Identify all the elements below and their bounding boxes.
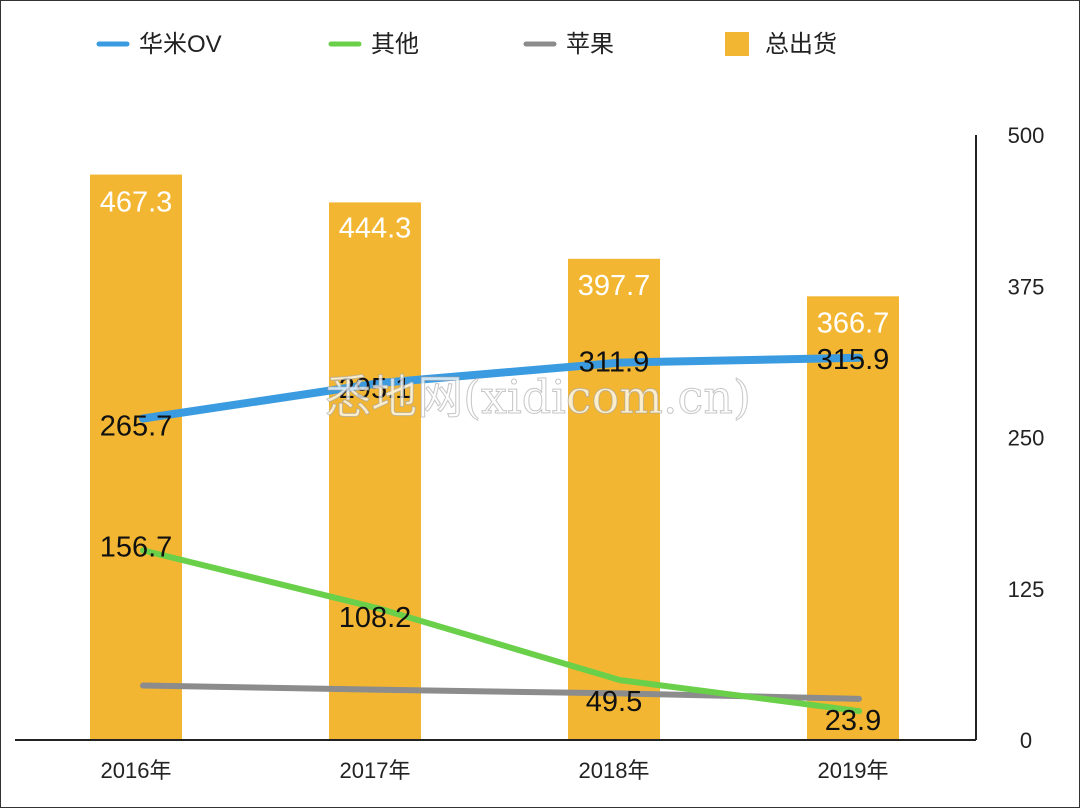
legend-label: 其他	[371, 31, 419, 58]
line-value-label: 156.7	[100, 531, 173, 563]
legend-label: 苹果	[566, 31, 614, 58]
x-tick-label: 2019年	[818, 758, 889, 783]
legend-label: 华米OV	[139, 31, 222, 58]
x-tick-label: 2016年	[101, 758, 172, 783]
line-value-label: 23.9	[825, 705, 881, 737]
bar-value-label: 444.3	[339, 212, 412, 244]
bar-value-label: 366.7	[817, 307, 890, 339]
watermark-text: 悉地网(xidicom.cn)	[325, 370, 751, 424]
bar-value-label: 397.7	[578, 270, 651, 302]
bar-3	[568, 258, 660, 740]
legend-swatch	[725, 32, 749, 56]
line-value-label: 295.1	[339, 373, 412, 405]
x-tick-label: 2018年	[579, 758, 650, 783]
line-value-label: 108.2	[339, 602, 412, 634]
y-tick-label: 0	[1020, 728, 1032, 753]
line-value-label: 311.9	[579, 347, 649, 379]
line-value-label: 265.7	[100, 411, 173, 443]
y-tick-label: 125	[1008, 577, 1045, 602]
line-value-label: 315.9	[817, 344, 890, 376]
bar-1	[90, 174, 182, 740]
bar-2	[329, 202, 421, 741]
line-series-1	[139, 353, 863, 423]
x-tick-label: 2017年	[340, 758, 411, 783]
line-series-2	[140, 547, 862, 715]
y-tick-label: 500	[1008, 123, 1045, 148]
line-value-label: 49.5	[586, 686, 642, 718]
y-tick-label: 250	[1008, 426, 1045, 451]
legend-label: 总出货	[765, 31, 837, 58]
bar-value-label: 467.3	[100, 187, 173, 219]
bar-4	[807, 296, 899, 740]
y-tick-label: 375	[1008, 274, 1045, 299]
